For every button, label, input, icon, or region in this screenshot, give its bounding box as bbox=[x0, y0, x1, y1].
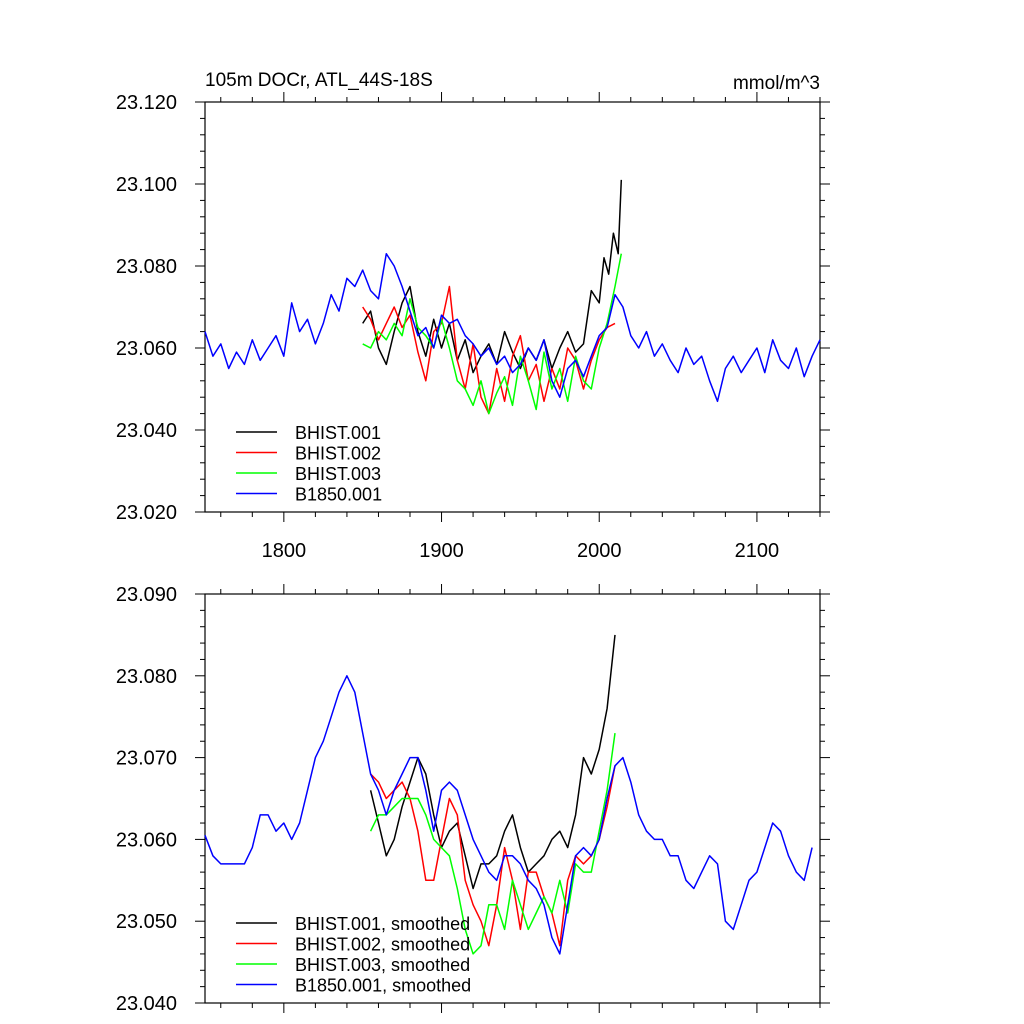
legend-label: B1850.001 bbox=[295, 485, 382, 505]
legend-label: BHIST.001 bbox=[295, 423, 381, 443]
units-label: mmol/m^3 bbox=[733, 73, 820, 94]
x-tick-label: 1900 bbox=[419, 540, 464, 562]
y-tick-label: 23.070 bbox=[116, 748, 177, 770]
x-tick-label: 2000 bbox=[577, 540, 622, 562]
series-line-1 bbox=[369, 634, 616, 890]
series-line-3 bbox=[369, 732, 616, 955]
series-line-3 bbox=[362, 253, 623, 415]
panel-2: 23.040 23.050 23.060 23.070 23.080 23.090 BHIS… bbox=[116, 584, 830, 1015]
plot-frame bbox=[204, 593, 821, 1004]
series-line-4 bbox=[204, 675, 813, 955]
y-tick-label: 23.100 bbox=[116, 174, 177, 196]
chart-title: 105m DOCr, ATL_44S-18S bbox=[205, 70, 433, 91]
plot-frame bbox=[204, 101, 821, 513]
y-tick-label: 23.020 bbox=[116, 502, 177, 524]
legend-label: BHIST.003, smoothed bbox=[295, 955, 470, 975]
y-tick-label: 23.060 bbox=[116, 829, 177, 851]
y-tick-label: 23.080 bbox=[116, 256, 177, 278]
y-tick-label: 23.080 bbox=[116, 666, 177, 688]
y-tick-label: 23.090 bbox=[116, 584, 177, 606]
y-tick-label: 23.050 bbox=[116, 911, 177, 933]
legend-label: BHIST.002 bbox=[295, 444, 381, 464]
legend-label: BHIST.002, smoothed bbox=[295, 935, 470, 955]
x-tick-label: 1800 bbox=[262, 540, 307, 562]
y-tick-label: 23.060 bbox=[116, 338, 177, 360]
series-line-1 bbox=[362, 179, 623, 374]
legend-label: BHIST.003 bbox=[295, 464, 381, 484]
panel-1: 1800 1900 2000 2100 23.020 23.040 23.060 23.080… bbox=[116, 70, 830, 562]
x-tick-label: 2100 bbox=[735, 540, 780, 562]
series-line-4 bbox=[204, 252, 821, 403]
legend-label: BHIST.001, smoothed bbox=[295, 914, 470, 934]
y-tick-label: 23.120 bbox=[116, 92, 177, 114]
legend-label: B1850.001, smoothed bbox=[295, 976, 471, 996]
y-tick-label: 23.040 bbox=[116, 993, 177, 1015]
y-tick-label: 23.040 bbox=[116, 420, 177, 442]
